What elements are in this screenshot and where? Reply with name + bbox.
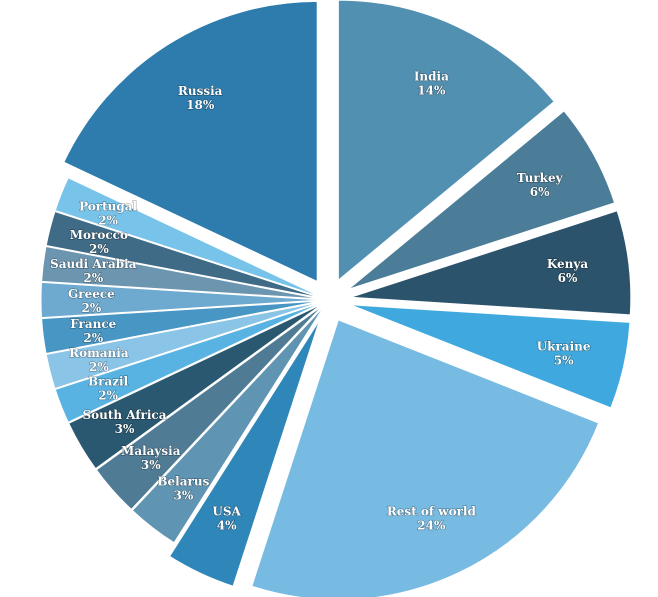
slice-percent: 2% [98,388,118,402]
slice-france [41,300,322,355]
slice-name: Romania [69,346,129,360]
slice-percent: 5% [554,353,574,367]
slice-name: Saudi Arabia [50,257,137,271]
slice-rest-of-world [251,319,600,597]
slice-percent: 3% [173,489,193,503]
slice-name: USA [212,505,241,519]
slice-name: Greece [68,287,115,301]
slice-percent: 6% [558,271,578,285]
slice-name: Brazil [88,374,129,388]
slice-name: Belarus [157,475,209,489]
slice-south-africa [68,303,323,470]
slice-name: Malaysia [121,444,181,458]
slice-portugal [54,177,322,298]
slice-name: India [414,69,449,83]
slice-ukraine [350,304,631,409]
slice-percent: 4% [217,519,237,533]
slice-percent: 2% [89,360,109,374]
slice-name: Portugal [79,200,137,214]
slice-percent: 3% [115,422,135,436]
slice-saudi-arabia [41,245,322,300]
slice-malaysia [95,304,324,511]
slice-percent: 2% [83,271,103,285]
slice-name: Turkey [517,171,564,185]
slice-brazil [54,302,322,423]
slice-russia [63,0,318,283]
slice-belarus [131,305,325,544]
slice-name: Kenya [547,257,588,271]
slice-turkey [347,110,616,290]
slice-morocco [45,210,322,299]
slice-name: South Africa [82,408,166,422]
slice-name: Ukraine [537,339,591,353]
slice-percent: 18% [186,98,215,112]
slice-india [337,0,555,282]
slice-percent: 2% [98,214,118,228]
slice-name: Russia [178,84,223,98]
slice-name: Morocco [70,228,128,242]
slice-percent: 2% [82,301,102,315]
slice-percent: 2% [83,331,103,345]
slice-percent: 2% [89,242,109,256]
slice-kenya [350,210,632,316]
slice-name: Rest of world [387,505,477,519]
slice-percent: 14% [417,83,446,97]
slice-usa [168,319,321,587]
slice-name: France [70,317,116,331]
slice-greece [40,281,322,319]
slice-percent: 3% [141,458,161,472]
slice-romania [45,301,322,390]
slice-percent: 24% [417,519,446,533]
slice-percent: 6% [530,185,550,199]
